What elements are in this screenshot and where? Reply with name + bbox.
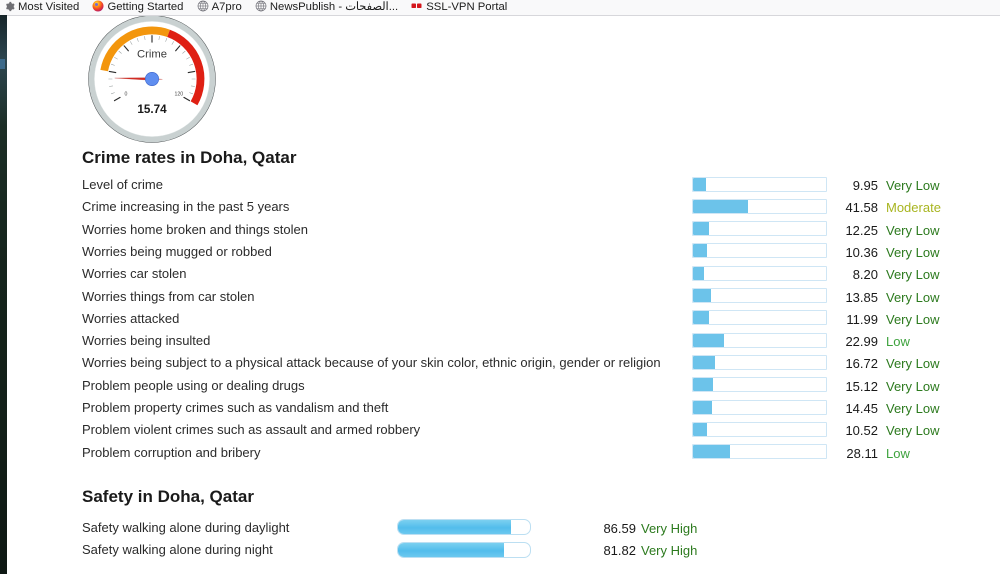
svg-text:120: 120 — [175, 91, 184, 97]
svg-text:Crime: Crime — [137, 48, 167, 60]
svg-text:15.74: 15.74 — [137, 103, 167, 116]
svg-text:0: 0 — [125, 91, 128, 97]
